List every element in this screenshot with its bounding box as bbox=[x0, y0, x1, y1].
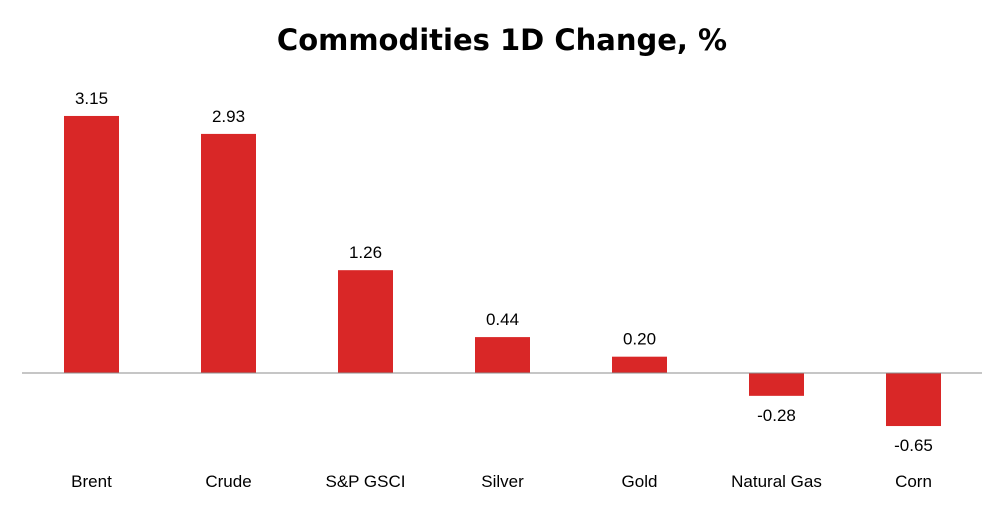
bar-crude bbox=[201, 133, 256, 373]
bar-s-p-gsci bbox=[338, 270, 393, 373]
data-label: -0.28 bbox=[757, 406, 796, 425]
data-label: 2.93 bbox=[212, 107, 245, 126]
chart-title: Commodities 1D Change, % bbox=[277, 23, 727, 57]
x-tick-label: Silver bbox=[481, 472, 524, 491]
bar-brent bbox=[64, 115, 119, 374]
x-tick-label: Natural Gas bbox=[731, 472, 822, 491]
x-tick-label: S&P GSCI bbox=[326, 472, 406, 491]
x-tick-label: Crude bbox=[205, 472, 251, 491]
data-label: -0.65 bbox=[894, 436, 933, 455]
data-label: 0.20 bbox=[623, 330, 656, 349]
data-label: 0.44 bbox=[486, 310, 519, 329]
x-tick-label: Gold bbox=[622, 472, 658, 491]
bar-corn bbox=[886, 373, 941, 427]
bar-natural-gas bbox=[749, 373, 804, 396]
data-label: 1.26 bbox=[349, 243, 382, 262]
data-label: 3.15 bbox=[75, 89, 108, 108]
bar-silver bbox=[475, 337, 530, 373]
x-tick-label: Brent bbox=[71, 472, 112, 491]
bar-gold bbox=[612, 356, 667, 373]
x-tick-label: Corn bbox=[895, 472, 932, 491]
